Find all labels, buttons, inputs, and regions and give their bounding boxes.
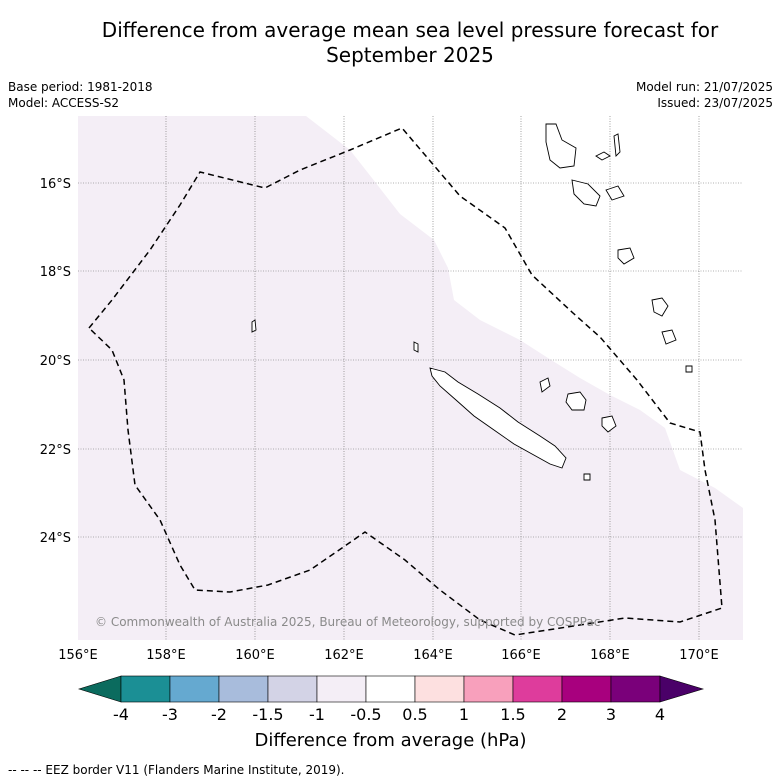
colorbar-extend-low [77,675,122,703]
colorbar-bin [610,675,661,703]
colorbar-tick-label: -1 [309,705,325,724]
title-line-1: Difference from average mean sea level p… [101,18,719,42]
loyalty-island-mare [601,415,617,433]
colorbar-bin [169,675,220,703]
vanuatu-efate [605,185,625,201]
vanuatu-maewo [613,133,621,157]
isle-of-pines [583,473,591,481]
colorbar-extend-high [659,675,705,703]
colorbar-bin [561,675,612,703]
colorbar-tick-label: 3 [605,705,617,724]
colorbar-bin [365,675,416,703]
pressure-anomaly-region [78,116,743,640]
colorbar [77,675,705,703]
title-line-2: September 2025 [326,43,494,67]
belep-islands [413,341,419,353]
vanuatu-tanna [651,297,669,317]
vanuatu-ambae [595,151,611,161]
longitude-label: 168°E [590,648,630,663]
colorbar-tick-label: 0.5 [402,705,428,724]
longitude-label: 160°E [235,648,275,663]
vanuatu-espiritu-santo [545,123,577,169]
colorbar-tick-label: 4 [654,705,666,724]
latitude-label: 16°S [40,177,71,192]
longitude-label: 156°E [58,648,98,663]
latitude-label: 20°S [40,354,71,369]
colorbar-tick-label: 2 [556,705,568,724]
longitude-label: 164°E [413,648,453,663]
latitude-label: 24°S [40,531,71,546]
coastlines [251,123,693,481]
vanuatu-malakula [571,179,601,207]
meta-right: Model run: 21/07/2025 Issued: 23/07/2025 [636,79,773,111]
colorbar-tick-label: -0.5 [350,705,382,724]
colorbar-bin [267,675,318,703]
graticule [78,116,743,640]
longitude-labels: 156°E 158°E 160°E 162°E 164°E 166°E 168°E 170°E [58,648,719,663]
vanuatu-erromango [617,247,635,265]
issued-date: Issued: 23/07/2025 [657,96,773,110]
model-name: Model: ACCESS-S2 [8,96,120,110]
latitude-labels: 16°S 18°S 20°S 22°S 24°S [40,177,71,546]
loyalty-island-ouvea [539,377,551,393]
loyalty-island-lifou [565,391,587,411]
colorbar-tick-label: -3 [162,705,178,724]
colorbar-bin [463,675,514,703]
chesterfield-islet [251,319,257,333]
colorbar-tick-label: -2 [211,705,227,724]
colorbar-tick-label: -4 [113,705,129,724]
colorbar-bin [218,675,269,703]
copyright-notice: © Commonwealth of Australia 2025, Bureau… [95,615,600,629]
colorbar-bin [120,675,171,703]
colorbar-bin [414,675,465,703]
longitude-label: 162°E [324,648,364,663]
colorbar-title: Difference from average (hPa) [254,730,527,751]
latitude-label: 22°S [40,443,71,458]
colorbar-bin [316,675,367,703]
meta-left: Base period: 1981-2018 Model: ACCESS-S2 [8,79,153,111]
colorbar-tick-label: -1.5 [252,705,284,724]
latitude-label: 18°S [40,265,71,280]
chart-title: Difference from average mean sea level p… [40,18,780,68]
colorbar-bin [512,675,563,703]
colorbar-tick-label: 1.5 [500,705,526,724]
longitude-label: 170°E [679,648,719,663]
small-island-east [685,365,693,373]
new-caledonia-grande-terre [429,367,567,469]
eez-border [87,127,723,636]
model-run: Model run: 21/07/2025 [635,80,773,94]
colorbar-tick-label: 1 [458,705,470,724]
vanuatu-aneityum [661,329,677,345]
longitude-label: 166°E [501,648,541,663]
base-period: Base period: 1981-2018 [8,80,153,94]
eez-footnote: -- -- -- EEZ border V11 (Flanders Marine… [8,763,345,777]
longitude-label: 158°E [146,648,186,663]
